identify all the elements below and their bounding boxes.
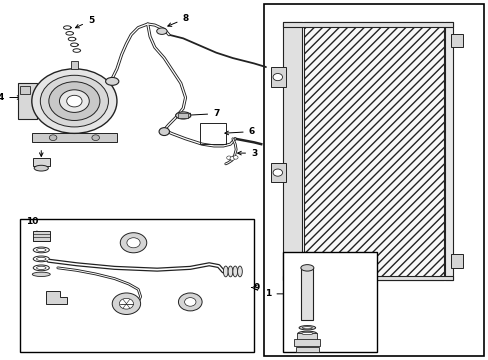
Bar [303, 22, 444, 280]
Circle shape [60, 90, 89, 112]
Ellipse shape [33, 265, 49, 271]
Ellipse shape [37, 248, 46, 252]
Bar [270, 163, 286, 182]
Bar [445, 22, 452, 280]
Text: 11: 11 [35, 136, 47, 156]
Text: 10: 10 [25, 217, 40, 236]
Circle shape [112, 293, 141, 315]
Circle shape [184, 298, 196, 306]
Text: 5: 5 [75, 16, 94, 28]
Ellipse shape [37, 257, 46, 261]
Ellipse shape [232, 266, 237, 277]
Ellipse shape [37, 266, 46, 270]
Bar [32, 134, 117, 142]
Ellipse shape [33, 247, 49, 253]
Ellipse shape [175, 112, 190, 119]
Text: 3: 3 [237, 149, 257, 158]
Ellipse shape [105, 77, 119, 85]
Ellipse shape [300, 265, 313, 271]
Circle shape [126, 238, 140, 248]
Text: 2: 2 [364, 312, 370, 321]
Bar [450, 34, 462, 47]
Ellipse shape [223, 266, 228, 277]
Bar [199, 123, 225, 144]
Circle shape [49, 135, 57, 140]
Ellipse shape [228, 266, 232, 277]
Circle shape [226, 156, 231, 159]
Circle shape [119, 298, 133, 309]
Polygon shape [46, 291, 67, 304]
Circle shape [178, 293, 202, 311]
Bar [178, 113, 187, 118]
Text: 4: 4 [0, 93, 21, 102]
Bar [33, 231, 50, 241]
Bar [282, 252, 376, 352]
Circle shape [92, 135, 99, 140]
Text: 9: 9 [253, 283, 259, 292]
Ellipse shape [299, 325, 315, 330]
Ellipse shape [33, 256, 49, 262]
Text: 7: 7 [187, 109, 219, 118]
Ellipse shape [32, 272, 50, 276]
Bar [297, 333, 317, 339]
Bar [282, 276, 452, 280]
Bar [450, 254, 462, 267]
Text: 8: 8 [167, 14, 188, 26]
Bar [295, 347, 318, 352]
Bar [294, 339, 320, 346]
Ellipse shape [159, 128, 169, 135]
Ellipse shape [237, 266, 242, 277]
Ellipse shape [302, 327, 312, 329]
Bar [70, 61, 78, 69]
Circle shape [32, 69, 117, 134]
Ellipse shape [301, 332, 312, 335]
Bar [282, 22, 302, 280]
Circle shape [272, 73, 282, 81]
Circle shape [229, 157, 234, 160]
Bar [263, 4, 483, 356]
Ellipse shape [34, 165, 48, 171]
Bar [20, 86, 30, 94]
Circle shape [40, 75, 108, 127]
Bar [33, 158, 50, 166]
Circle shape [66, 95, 82, 107]
Circle shape [120, 233, 146, 253]
Text: 1: 1 [264, 289, 303, 298]
Circle shape [233, 156, 238, 159]
Bar [270, 67, 286, 87]
Ellipse shape [297, 331, 316, 336]
Bar [18, 83, 37, 119]
Bar [20, 220, 254, 352]
Circle shape [49, 82, 100, 121]
Bar [301, 268, 313, 320]
Bar [282, 22, 452, 27]
Circle shape [272, 169, 282, 176]
Text: 6: 6 [224, 127, 254, 136]
Ellipse shape [156, 28, 167, 35]
